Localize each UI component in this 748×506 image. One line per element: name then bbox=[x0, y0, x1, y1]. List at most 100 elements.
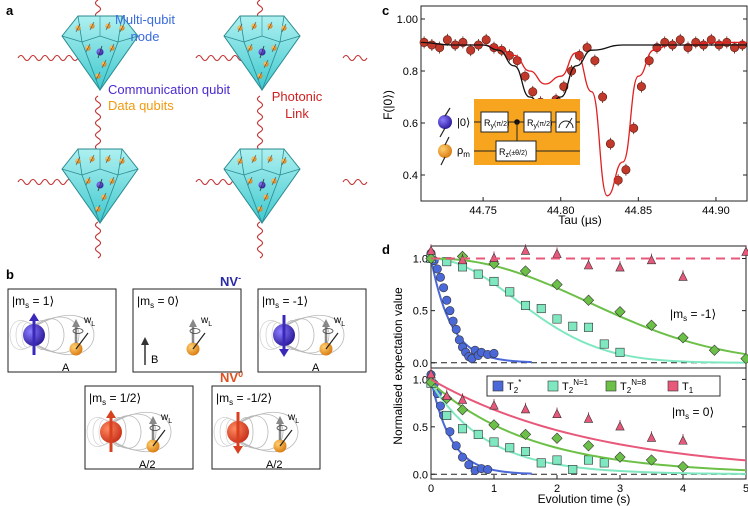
larmor-frequency-label: wL bbox=[333, 315, 345, 328]
photonic-link-wave bbox=[195, 54, 245, 62]
spin-arrow-icon bbox=[97, 45, 103, 59]
data-point bbox=[489, 348, 499, 358]
diamond-facet bbox=[239, 15, 285, 92]
data-point bbox=[615, 262, 625, 272]
x-tick-label: 3 bbox=[617, 483, 623, 495]
data-point bbox=[451, 324, 461, 334]
photonic-link-label: Photonic bbox=[272, 89, 323, 104]
x-tick-label: 5 bbox=[743, 483, 748, 495]
legend-label: T2N=1 bbox=[562, 378, 589, 395]
gate-rz-label: Rz(±θ/2) bbox=[499, 147, 527, 159]
fit-line bbox=[430, 381, 747, 472]
field-line bbox=[86, 417, 112, 447]
spin-arrow-icon bbox=[263, 192, 269, 202]
spin-arrow-icon bbox=[440, 156, 446, 166]
x-tick-label: 44.75 bbox=[469, 205, 497, 217]
data-point bbox=[439, 283, 449, 293]
data-point bbox=[599, 339, 609, 349]
precession-icon bbox=[72, 328, 84, 334]
data-point bbox=[457, 452, 467, 462]
data-point bbox=[741, 246, 748, 256]
data-point bbox=[552, 314, 562, 324]
data-point bbox=[442, 35, 452, 45]
y-tick-label: 1.0 bbox=[413, 254, 428, 266]
spin-arrow-icon bbox=[281, 156, 287, 166]
larmor-axis-head-icon bbox=[72, 319, 80, 327]
nuclear-spin-arrow-icon bbox=[279, 429, 293, 447]
field-line bbox=[283, 320, 300, 350]
state-box-frame bbox=[132, 288, 242, 373]
spin-arrow-icon bbox=[95, 204, 101, 214]
data-point bbox=[505, 443, 515, 453]
panel-c-label: c bbox=[382, 3, 389, 18]
plot-frame bbox=[430, 367, 747, 480]
spin-arrow-icon bbox=[105, 21, 111, 31]
state-box-frame bbox=[211, 385, 321, 470]
chart-d-bottom: 0.0 0.5 1.0 0 1 2 3 4 5 bbox=[413, 367, 748, 495]
precession-icon bbox=[149, 425, 161, 431]
x-tick-label: 44.80 bbox=[547, 205, 575, 217]
field-line bbox=[110, 412, 172, 452]
data-point bbox=[614, 451, 626, 463]
data-point bbox=[528, 87, 538, 97]
data-point bbox=[645, 319, 658, 331]
data-point bbox=[519, 265, 532, 277]
data-point bbox=[678, 435, 688, 445]
y-tick-label: 0.4 bbox=[403, 170, 418, 182]
photonic-link-wave bbox=[94, 95, 102, 157]
panel-b: b NV- NV0 wL A |ms = 1⟩ wL B |ms = 0⟩ wL A |ms =… bbox=[6, 267, 367, 471]
nv-zero-title: NV0 bbox=[220, 369, 243, 385]
data-point bbox=[598, 92, 608, 102]
data-point bbox=[483, 465, 493, 475]
data-point bbox=[520, 245, 531, 255]
data-point bbox=[677, 461, 689, 473]
spin-arrow-icon bbox=[237, 156, 243, 166]
diamond-facet bbox=[77, 15, 123, 92]
spin-state-box: wL A |ms = -1⟩ bbox=[257, 288, 367, 374]
y-tick-label: 1.0 bbox=[413, 374, 428, 386]
spin-arrow-icon bbox=[267, 154, 273, 164]
spin-arrow-icon bbox=[247, 176, 253, 186]
hyperfine-coupling-label: A/2 bbox=[139, 459, 156, 471]
diamond-node bbox=[61, 148, 139, 225]
data-point bbox=[621, 165, 631, 175]
spin-state-box: wL A/2 |ms = 1/2⟩ bbox=[84, 385, 194, 471]
field-line bbox=[237, 412, 299, 452]
data-point bbox=[536, 304, 546, 314]
spin-arrow-icon bbox=[75, 156, 81, 166]
nuclear-spin-arrow-icon bbox=[325, 332, 339, 350]
x-tick-label: 44.85 bbox=[625, 205, 653, 217]
measurement-icon bbox=[555, 111, 577, 133]
field-line bbox=[9, 320, 35, 350]
data-point bbox=[451, 441, 461, 451]
diamond-facet bbox=[77, 148, 123, 225]
gate-ry-1 bbox=[480, 111, 509, 133]
spin-state-label: |ms = 1⟩ bbox=[12, 294, 54, 310]
field-line bbox=[237, 417, 254, 447]
meter-arc-icon bbox=[558, 120, 574, 129]
data-point bbox=[605, 139, 615, 149]
ket-zero: |0⟩ bbox=[457, 117, 470, 129]
field-arrow-head-icon bbox=[141, 337, 149, 345]
data-point bbox=[568, 465, 578, 475]
data-point bbox=[442, 295, 452, 305]
larmor-frequency-label: wL bbox=[200, 315, 212, 328]
panel-b-label: b bbox=[6, 267, 14, 282]
y-tick-label: 0.6 bbox=[403, 118, 418, 130]
communication-qubit-icon bbox=[438, 115, 452, 129]
nuclear-spin-arrow-icon bbox=[75, 332, 89, 350]
photonic-link-label-2: Link bbox=[285, 106, 309, 121]
spin-arrow-icon bbox=[105, 154, 111, 164]
spin-arrow-head-icon bbox=[233, 446, 243, 454]
data-point bbox=[536, 458, 546, 468]
x-tick-label: 1 bbox=[491, 483, 497, 495]
data-qubits-label: Data qubits bbox=[108, 98, 174, 113]
data-point bbox=[489, 437, 499, 447]
data-point bbox=[582, 440, 595, 452]
spin-arrow-icon bbox=[439, 127, 446, 138]
photonic-link-wave bbox=[17, 178, 79, 186]
spin-arrow-icon bbox=[101, 59, 107, 69]
nv-minus-title: NV- bbox=[220, 273, 241, 289]
spin-arrow-icon bbox=[119, 156, 125, 166]
spin-arrow-icon bbox=[267, 21, 273, 31]
